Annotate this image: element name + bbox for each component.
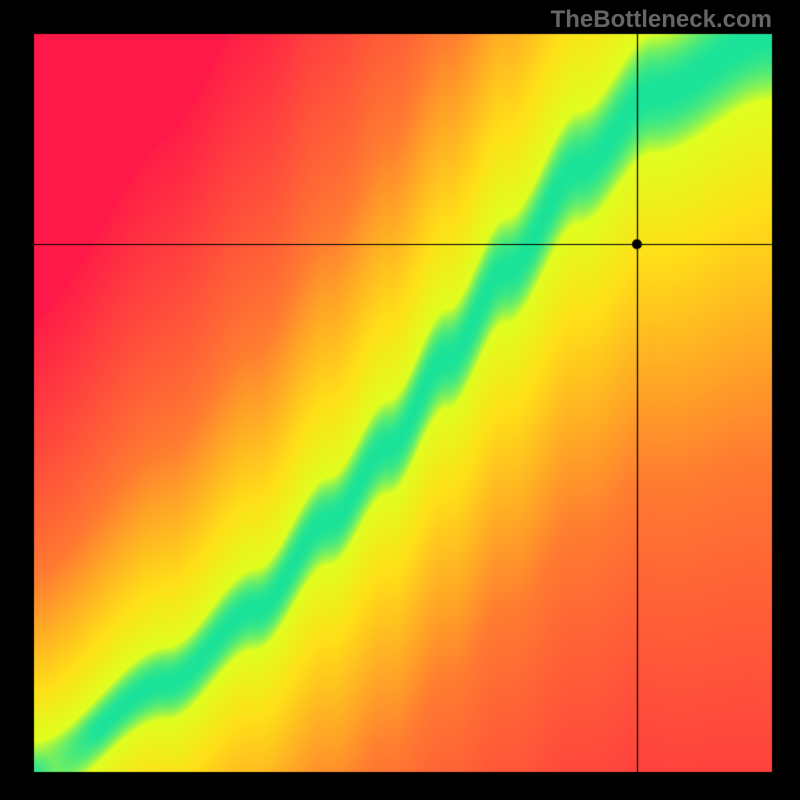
bottleneck-heatmap [0, 0, 800, 800]
watermark-text: TheBottleneck.com [551, 6, 772, 34]
chart-container: { "watermark": "TheBottleneck.com", "plo… [0, 0, 800, 800]
